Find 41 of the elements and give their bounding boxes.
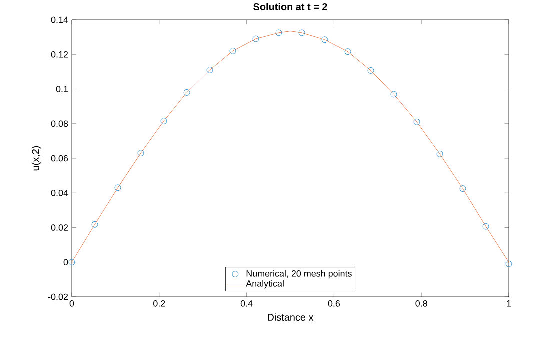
x-tick-label: 1 xyxy=(507,300,512,307)
point xyxy=(138,150,144,156)
point xyxy=(206,67,214,74)
x-tick-label: 0.2 xyxy=(154,300,166,307)
legend-label: Numerical, 20 mesh points xyxy=(246,270,352,279)
point xyxy=(160,118,168,124)
y-tick-label: 0.12 xyxy=(51,51,68,58)
point xyxy=(436,150,444,158)
y-tick-label: 0.04 xyxy=(51,190,68,196)
x-tick-label: 0 xyxy=(70,300,74,307)
point xyxy=(506,260,512,268)
point xyxy=(368,68,374,74)
y-tick-label: 0.06 xyxy=(51,155,68,162)
x-tick-label: 0.8 xyxy=(416,300,428,307)
y-tick-label: 0.08 xyxy=(51,120,68,128)
point xyxy=(298,30,306,36)
point xyxy=(482,223,490,230)
x-axis-title: Distance x xyxy=(268,314,314,322)
point xyxy=(322,36,328,44)
point xyxy=(252,36,260,42)
x-tick-label: 0.6 xyxy=(328,300,340,307)
point xyxy=(114,184,122,192)
y-tick-label: 0 xyxy=(64,259,68,266)
point xyxy=(344,48,352,56)
y-tick-label: 0.02 xyxy=(51,224,68,231)
line-series xyxy=(72,31,510,263)
point xyxy=(184,90,190,96)
point xyxy=(276,30,282,36)
point xyxy=(460,186,466,192)
point xyxy=(68,259,76,266)
x-tick-label: 0.4 xyxy=(240,300,253,307)
y-tick-label: -0.02 xyxy=(48,294,68,300)
y-tick-label: 0.14 xyxy=(51,16,68,24)
point xyxy=(390,91,398,98)
point xyxy=(230,48,236,54)
point xyxy=(414,118,420,126)
y-tick-label: 0.1 xyxy=(56,86,68,92)
legend-label: Analytical xyxy=(246,280,284,289)
chart-title: Solution at t = 2 xyxy=(254,3,328,10)
point xyxy=(92,221,98,228)
y-axis-title: u(x,2) xyxy=(32,146,42,171)
